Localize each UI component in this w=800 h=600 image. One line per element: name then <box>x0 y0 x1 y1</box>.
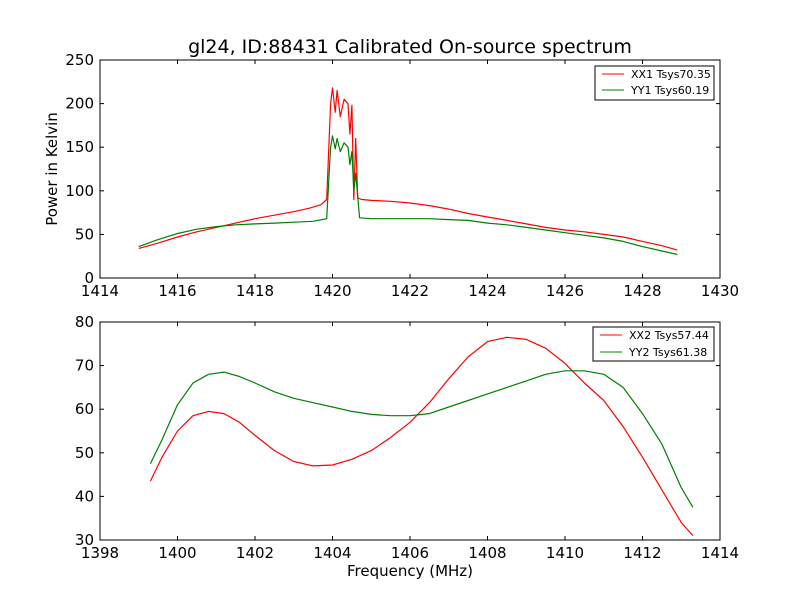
top-x-tick-label: 1430 <box>701 282 739 300</box>
top-series-line-2 <box>138 135 678 256</box>
bottom-x-tick-label: 1410 <box>546 544 584 562</box>
bottom-x-tick-label: 1400 <box>158 544 196 562</box>
top-x-tick-label: 1426 <box>546 282 584 300</box>
bottom-legend-box <box>592 326 715 362</box>
top-x-tick-label: 1414 <box>81 282 119 300</box>
top-y-tick-label: 150 <box>65 138 94 156</box>
top-y-tick-label: 200 <box>65 95 94 113</box>
top-y-tick-label: 50 <box>75 225 94 243</box>
top-y-tick-label: 100 <box>65 182 94 200</box>
legend-label-yy2: YY2 Tsys61.38 <box>628 346 707 359</box>
bottom-y-tick-label: 80 <box>75 313 94 331</box>
bottom-ticks: 1398 1400 1402 1404 1406 1408 1410 1412 1414 30 40… <box>75 313 739 562</box>
top-y-axis-label: Power in Kelvin <box>43 112 61 226</box>
top-x-tick-label: 1422 <box>391 282 429 300</box>
bottom-x-tick-label: 1408 <box>468 544 506 562</box>
bottom-x-tick-label: 1414 <box>701 544 739 562</box>
bottom-x-tick-label: 1406 <box>391 544 429 562</box>
top-x-tick-label: 1420 <box>313 282 351 300</box>
top-series <box>138 87 678 256</box>
top-y-tick-label: 250 <box>65 51 94 69</box>
top-legend: XX1 Tsys70.35 YY1 Tsys60.19 <box>594 65 715 101</box>
bottom-y-tick-label: 40 <box>75 487 94 505</box>
top-x-tick-label: 1416 <box>158 282 196 300</box>
top-series-line-1 <box>138 87 678 251</box>
bottom-x-axis-label: Frequency (MHz) <box>347 562 473 580</box>
chart-title: gl24, ID:88431 Calibrated On-source spec… <box>188 36 632 58</box>
bottom-legend: XX2 Tsys57.44 YY2 Tsys61.38 <box>592 326 715 362</box>
top-y-tick-label: 0 <box>84 269 94 287</box>
bottom-x-tick-label: 1404 <box>313 544 351 562</box>
top-x-tick-label: 1418 <box>236 282 274 300</box>
top-subplot: gl24, ID:88431 Calibrated On-source spec… <box>43 36 739 300</box>
legend-label-yy1: YY1 Tsys60.19 <box>630 84 709 97</box>
legend-label-xx2: XX2 Tsys57.44 <box>629 329 709 342</box>
bottom-series <box>149 336 694 536</box>
top-ticks: 1414 1416 1418 1420 1422 1424 1426 1428 1430 0 50 1… <box>65 51 739 300</box>
bottom-y-tick-label: 70 <box>75 357 94 375</box>
bottom-x-tick-label: 1412 <box>623 544 661 562</box>
bottom-x-tick-label: 1398 <box>81 544 119 562</box>
bottom-y-tick-label: 50 <box>75 444 94 462</box>
top-x-tick-label: 1424 <box>468 282 506 300</box>
bottom-x-tick-label: 1402 <box>236 544 274 562</box>
top-legend-box <box>594 65 715 101</box>
top-plot-frame <box>99 59 721 279</box>
top-x-tick-label: 1428 <box>623 282 661 300</box>
legend-label-xx1: XX1 Tsys70.35 <box>631 68 711 81</box>
bottom-subplot: 1398 1400 1402 1404 1406 1408 1410 1412 1414 30 40… <box>75 313 739 580</box>
bottom-y-tick-label: 60 <box>75 400 94 418</box>
bottom-series-line-1 <box>149 336 694 536</box>
bottom-plot-frame <box>99 321 721 541</box>
bottom-series-line-2 <box>149 370 694 508</box>
bottom-y-tick-label: 30 <box>75 531 94 549</box>
